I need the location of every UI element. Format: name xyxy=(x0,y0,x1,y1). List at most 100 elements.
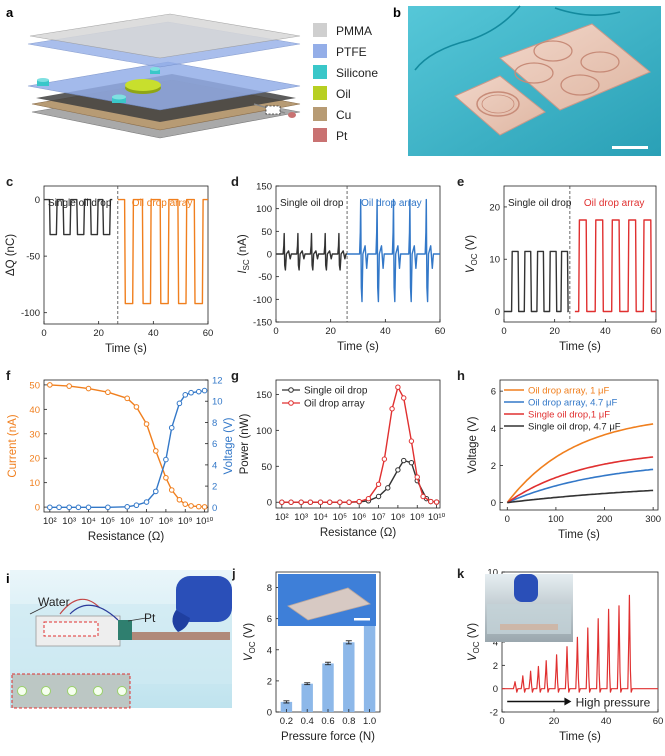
panel-label-c: c xyxy=(6,174,13,189)
silicone-pillar xyxy=(112,97,126,103)
series-single xyxy=(44,198,113,236)
data-point xyxy=(420,493,426,500)
bar xyxy=(322,663,334,712)
legend-swatch xyxy=(313,65,327,79)
data-point xyxy=(395,384,401,390)
series-line xyxy=(506,468,654,504)
glove-hand xyxy=(514,574,538,602)
inset-photo-j xyxy=(278,574,376,626)
annotation-single: Single oil drop xyxy=(280,198,344,209)
data-point xyxy=(401,395,407,401)
glove-finger xyxy=(172,610,190,632)
data-point xyxy=(337,499,343,505)
scale-bar xyxy=(612,146,648,149)
legend-label: Silicone xyxy=(336,66,378,80)
data-point xyxy=(105,389,111,396)
annotation-high-pressure: High pressure xyxy=(576,696,651,710)
x-tick-label: 100 xyxy=(548,514,564,525)
x-tick-label: 1.0 xyxy=(363,716,376,727)
y-tick-label: 50 xyxy=(261,227,272,238)
annotation-array: Oil drop array xyxy=(132,198,193,209)
wire xyxy=(414,5,521,71)
data-point xyxy=(85,385,92,392)
x-tick-label: 0 xyxy=(273,326,278,337)
x-tick-label: 10⁷ xyxy=(140,516,155,527)
y-tick-label: 0 xyxy=(35,195,40,206)
legend-label: Oil xyxy=(336,87,351,101)
legend-label: Cu xyxy=(336,108,351,122)
data-point xyxy=(168,424,175,431)
data-point xyxy=(401,457,407,464)
x-tick-label: 20 xyxy=(549,716,560,727)
y-axis-label: VOC (V) xyxy=(465,235,479,273)
bar xyxy=(301,683,313,712)
plot-frame xyxy=(43,379,209,513)
data-point xyxy=(56,504,62,511)
series-line xyxy=(502,594,658,693)
data-point xyxy=(47,382,53,388)
data-point xyxy=(195,388,202,395)
data-point xyxy=(298,499,304,505)
data-point xyxy=(428,498,434,505)
oil-droplet xyxy=(93,686,103,696)
y-tick-label: 50 xyxy=(29,380,40,391)
array-electrode xyxy=(533,40,573,62)
water-pointer xyxy=(29,605,47,615)
chart-j: j 0 2 4 6 8 0.2 0.4 0.6 0.8 1.0 Pressure force (N) V… xyxy=(231,566,381,743)
panel-b: b xyxy=(393,5,661,156)
y-tick-label: 8 xyxy=(267,583,272,594)
x-tick-label: 10² xyxy=(43,516,57,527)
data-point xyxy=(168,487,175,493)
x-tick-label: 10⁵ xyxy=(333,512,348,523)
y-tick-label: 0 xyxy=(491,498,496,509)
legend-label: Single oil drop xyxy=(304,386,368,397)
data-point xyxy=(288,499,294,505)
data-point xyxy=(307,499,314,505)
pt-pointer xyxy=(127,617,147,622)
x-axis-label: Time (s) xyxy=(337,341,379,353)
x-tick-label: 10¹⁰ xyxy=(196,516,214,527)
data-point xyxy=(176,496,183,503)
array-electrode xyxy=(514,62,554,84)
data-point xyxy=(195,503,202,510)
bar xyxy=(343,642,355,712)
x-tick-label: 0.8 xyxy=(342,716,355,727)
annotation-array: Oil drop array xyxy=(361,198,422,209)
y-tick-label: 4 xyxy=(491,424,496,435)
series-line xyxy=(507,489,654,504)
x-tick-label: 0 xyxy=(505,514,510,525)
y-axis-label: VOC (V) xyxy=(467,623,481,661)
y-tick-label: 6 xyxy=(491,387,496,398)
legend-swatch xyxy=(313,107,327,121)
data-point xyxy=(75,504,82,511)
x-tick-label: 40 xyxy=(148,328,159,339)
y-axis-label: Current (nA) xyxy=(7,414,19,477)
x-axis-label: Time (s) xyxy=(105,343,147,355)
cu-plate xyxy=(126,632,230,640)
data-point xyxy=(279,499,285,505)
data-point xyxy=(152,488,159,495)
legend-marker xyxy=(288,400,294,406)
data-point xyxy=(389,406,395,412)
y-tick-label: 10 xyxy=(489,255,500,266)
oil-drop-top xyxy=(125,79,161,91)
panel-label-g: g xyxy=(231,368,239,383)
y-tick-label: 0 xyxy=(493,684,498,695)
x-tick-label: 10³ xyxy=(294,512,308,523)
y-tick-label: 6 xyxy=(267,614,272,625)
legend-label: PTFE xyxy=(336,45,367,59)
y2-tick-label: 4 xyxy=(212,460,217,471)
x-tick-label: 60 xyxy=(203,328,214,339)
legend-label: Pt xyxy=(336,129,348,143)
y-tick-label: -50 xyxy=(258,272,272,283)
data-point xyxy=(133,404,140,410)
pressure-arrowhead xyxy=(564,697,572,706)
x-tick-label: 0 xyxy=(41,328,46,339)
y2-tick-label: 10 xyxy=(212,397,223,408)
x-tick-label: 10⁶ xyxy=(120,516,135,527)
data-point xyxy=(105,504,111,511)
x-tick-label: 0.2 xyxy=(280,716,293,727)
